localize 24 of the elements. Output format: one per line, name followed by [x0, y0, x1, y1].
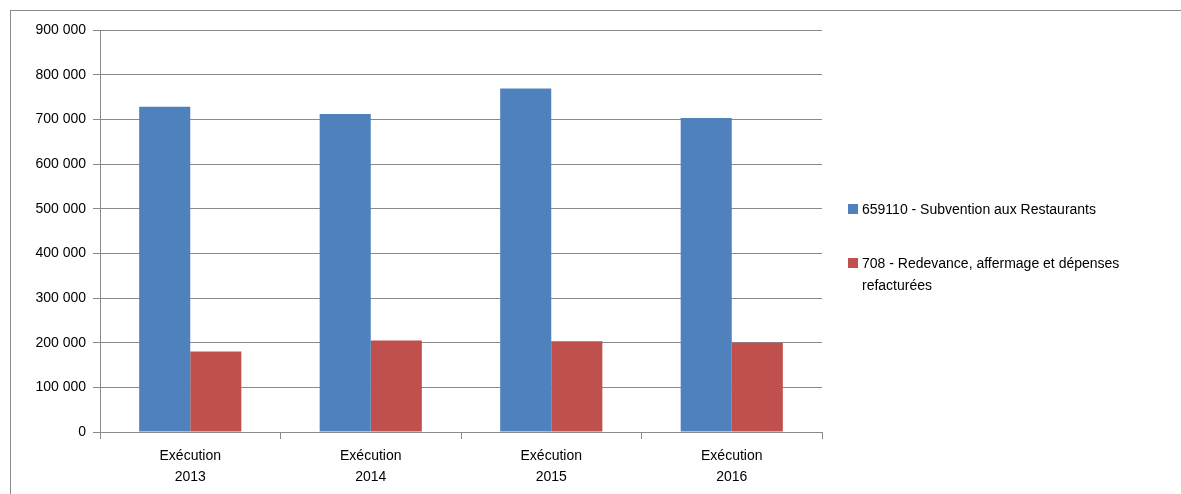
bar: [319, 113, 371, 432]
bar: [551, 341, 603, 432]
bar: [731, 342, 783, 432]
x-tick-label: Exécution 2013: [159, 446, 221, 485]
bar: [500, 88, 552, 432]
y-tick-label: 500 000: [35, 199, 87, 216]
y-tick-label: 800 000: [35, 65, 87, 82]
bar: [370, 340, 422, 432]
y-tick-label: 100 000: [35, 378, 87, 395]
legend-label: 659110 - Subvention aux Restaurants: [862, 200, 1097, 219]
y-tick-label: 600 000: [35, 154, 87, 171]
legend-label: 708 - Redevance, affermage et dépenses refacturées: [862, 254, 1121, 295]
y-tick-label: 400 000: [35, 244, 87, 261]
y-tick-label: 0: [78, 422, 87, 439]
bar: [680, 117, 732, 432]
x-tick-label: Exécution 2016: [701, 446, 763, 485]
bar: [190, 351, 242, 432]
y-tick-label: 300 000: [35, 288, 87, 305]
x-tick-label: Exécution 2015: [520, 446, 582, 485]
bar: [139, 106, 191, 432]
y-tick-label: 700 000: [35, 110, 87, 127]
y-tick-label: 200 000: [35, 333, 87, 350]
y-tick-label: 900 000: [35, 20, 87, 37]
x-tick-label: Exécution 2014: [340, 446, 402, 485]
